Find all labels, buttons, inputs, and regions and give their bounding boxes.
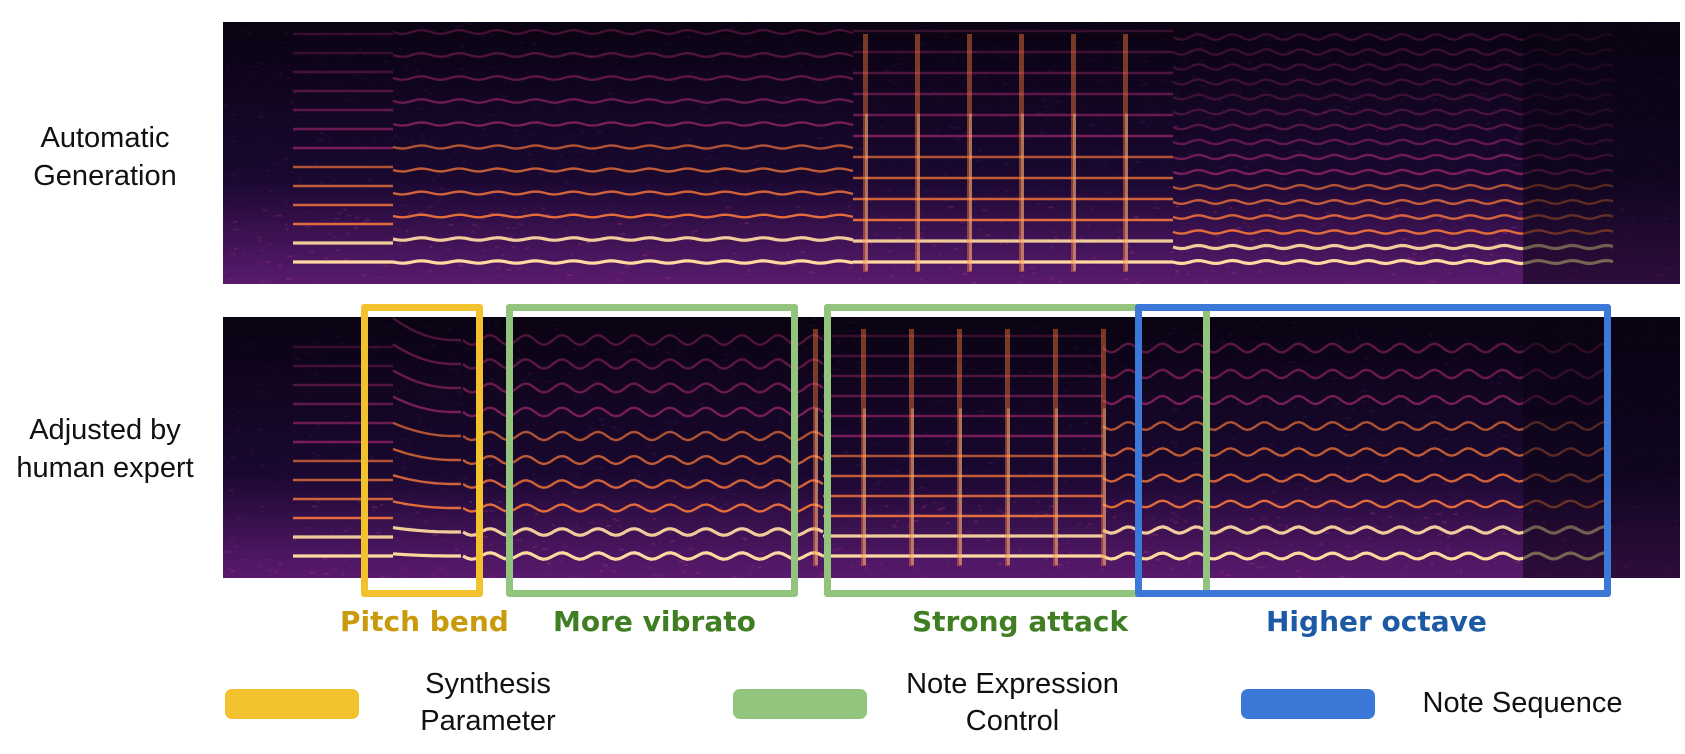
row-label-line2: Generation bbox=[33, 160, 177, 192]
highlight-box-higher-octave bbox=[1135, 304, 1611, 597]
legend-label-synthesis-parameter: Synthesis Parameter bbox=[383, 666, 593, 740]
legend-line1: Note Expression bbox=[906, 668, 1119, 700]
legend-line1: Note Sequence bbox=[1422, 687, 1623, 719]
spectrogram-automatic-image bbox=[223, 22, 1680, 284]
legend-label-note-expression-control: Note Expression Control bbox=[885, 666, 1140, 740]
legend-swatch-synthesis-parameter bbox=[225, 689, 359, 719]
spectrogram-adjusted-image bbox=[223, 317, 1680, 578]
legend-swatch-note-expression-control bbox=[733, 689, 867, 719]
caption-higher-octave: Higher octave bbox=[1266, 605, 1487, 638]
row-label-line2: human expert bbox=[16, 452, 194, 484]
caption-pitch-bend: Pitch bend bbox=[340, 605, 509, 638]
spectrogram-automatic bbox=[223, 22, 1680, 284]
legend-line2: Parameter bbox=[420, 705, 556, 737]
spectrogram-attacks bbox=[863, 34, 1128, 272]
spectrogram-adjusted bbox=[223, 317, 1680, 578]
row-label-automatic: Automatic Generation bbox=[0, 119, 210, 195]
caption-more-vibrato: More vibrato bbox=[553, 605, 756, 638]
caption-strong-attack: Strong attack bbox=[912, 605, 1129, 638]
legend-line2: Control bbox=[965, 705, 1060, 737]
highlight-box-more-vibrato bbox=[506, 304, 798, 597]
row-label-line1: Adjusted by bbox=[29, 414, 181, 446]
legend-swatch-note-sequence bbox=[1241, 689, 1375, 719]
spectrogram-attacks bbox=[813, 329, 1106, 566]
highlight-box-pitch-bend bbox=[361, 304, 483, 597]
legend-label-note-sequence: Note Sequence bbox=[1400, 685, 1645, 722]
row-label-line1: Automatic bbox=[40, 122, 170, 154]
highlight-box-strong-attack bbox=[824, 304, 1210, 597]
row-label-adjusted: Adjusted by human expert bbox=[0, 411, 210, 487]
legend-line1: Synthesis bbox=[425, 668, 551, 700]
